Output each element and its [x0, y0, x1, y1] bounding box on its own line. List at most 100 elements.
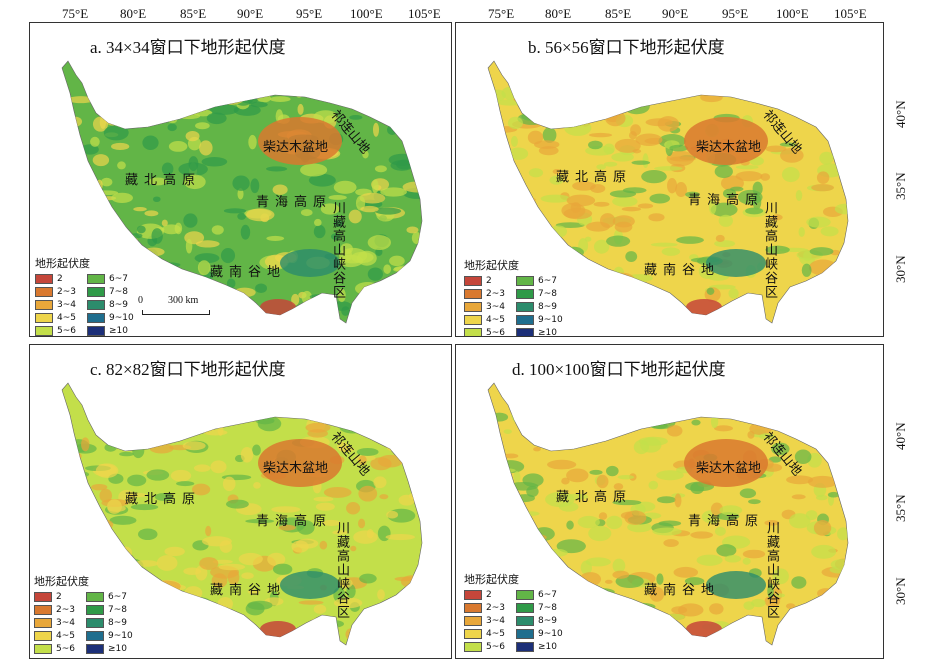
relief-patch — [488, 463, 509, 472]
label-south-tibet-valley: 藏南谷地 — [644, 583, 721, 598]
relief-patch — [358, 455, 367, 466]
relief-patch — [144, 210, 159, 217]
relief-patch — [358, 485, 378, 502]
relief-patch — [237, 212, 247, 220]
relief-patch — [63, 155, 78, 170]
relief-patch — [330, 301, 352, 311]
relief-patch — [62, 510, 80, 516]
label-north-tibet-plateau: 藏北高原 — [125, 173, 202, 188]
legend-label: 8~9 — [538, 302, 557, 312]
relief-patch — [556, 539, 586, 554]
relief-patch — [313, 604, 327, 614]
relief-patch — [781, 167, 800, 183]
relief-patch — [533, 432, 556, 438]
relief-patch — [186, 597, 213, 613]
relief-patch — [807, 475, 838, 488]
legend-label: 4~5 — [56, 631, 75, 641]
legend-label: 7~8 — [108, 605, 127, 615]
relief-patch — [374, 165, 387, 173]
lat-label-30n-bottom: 30°N — [893, 577, 908, 605]
relief-patch — [372, 122, 380, 137]
relief-patch — [404, 461, 422, 474]
legend-swatch — [86, 592, 104, 602]
relief-patch — [549, 175, 564, 185]
relief-patch — [240, 447, 254, 463]
relief-patch — [645, 118, 673, 127]
legend-item: 9~10 — [87, 313, 139, 323]
scale-zero: 0 — [138, 295, 143, 306]
relief-patch — [386, 510, 399, 519]
relief-patch — [176, 481, 195, 487]
relief-patch — [502, 503, 520, 509]
legend-label: 4~5 — [57, 313, 76, 323]
relief-patch — [335, 410, 348, 427]
relief-patch — [517, 413, 528, 420]
relief-patch — [809, 101, 840, 109]
relief-patch — [152, 436, 172, 443]
relief-patch — [250, 101, 268, 108]
relief-patch — [564, 426, 572, 438]
relief-patch — [341, 578, 353, 588]
relief-patch — [220, 298, 231, 308]
relief-patch — [393, 265, 422, 273]
relief-patch — [159, 604, 185, 613]
relief-patch — [201, 536, 232, 547]
relief-patch — [241, 572, 254, 580]
relief-patch — [779, 142, 796, 147]
legend-item: 3~4 — [464, 302, 516, 312]
label-qaidam-basin: 柴达木盆地 — [263, 140, 329, 155]
legend-swatch — [464, 315, 482, 325]
relief-patch — [319, 540, 328, 550]
legend-item: 2~3 — [35, 287, 87, 297]
legend-swatch — [86, 631, 104, 641]
relief-patch — [91, 483, 108, 491]
relief-patch — [346, 501, 361, 515]
relief-patch — [706, 287, 715, 295]
relief-patch — [383, 92, 410, 109]
relief-patch — [402, 586, 422, 597]
lat-label-35n-top: 35°N — [893, 172, 908, 200]
relief-patch — [209, 104, 239, 115]
relief-patch — [359, 573, 377, 584]
relief-patch — [630, 299, 646, 306]
relief-patch — [739, 488, 757, 499]
relief-patch — [591, 101, 609, 108]
qaidam-basin-area — [684, 439, 768, 487]
relief-patch — [333, 180, 357, 194]
qaidam-basin-area — [684, 117, 768, 165]
legend-item: ≥10 — [86, 644, 138, 654]
label-qaidam-basin: 柴达木盆地 — [696, 140, 762, 155]
relief-patch — [714, 164, 733, 179]
relief-patch — [296, 538, 319, 549]
relief-patch — [635, 414, 651, 425]
relief-patch — [353, 530, 378, 544]
legend-label: 2~3 — [486, 289, 505, 299]
relief-patch — [164, 546, 185, 557]
relief-patch — [84, 217, 111, 234]
relief-patch — [649, 586, 665, 602]
relief-patch — [106, 424, 118, 429]
relief-patch — [130, 503, 159, 511]
map-panel-d: d. 100×100窗口下地形起伏度 柴达木盆地 祁连山地 藏北高原 青海高原 … — [455, 344, 884, 659]
legend-label: 3~4 — [486, 616, 505, 626]
relief-patch — [345, 628, 357, 641]
relief-patch — [607, 272, 635, 285]
relief-patch — [226, 499, 249, 509]
relief-patch — [629, 131, 637, 140]
legend-item: 3~4 — [34, 618, 86, 628]
relief-patch — [806, 103, 833, 116]
relief-patch — [764, 519, 780, 526]
relief-patch — [622, 86, 653, 102]
relief-patch — [323, 486, 352, 498]
relief-patch — [237, 188, 244, 200]
relief-patch — [646, 612, 665, 621]
relief-patch — [588, 140, 603, 150]
relief-patch — [108, 415, 139, 429]
relief-patch — [794, 449, 812, 464]
relief-patch — [566, 259, 579, 269]
relief-patch — [533, 109, 559, 123]
relief-patch — [255, 283, 268, 293]
relief-patch — [152, 620, 161, 633]
lat-label-30n-top: 30°N — [893, 255, 908, 283]
relief-patch — [217, 597, 233, 611]
